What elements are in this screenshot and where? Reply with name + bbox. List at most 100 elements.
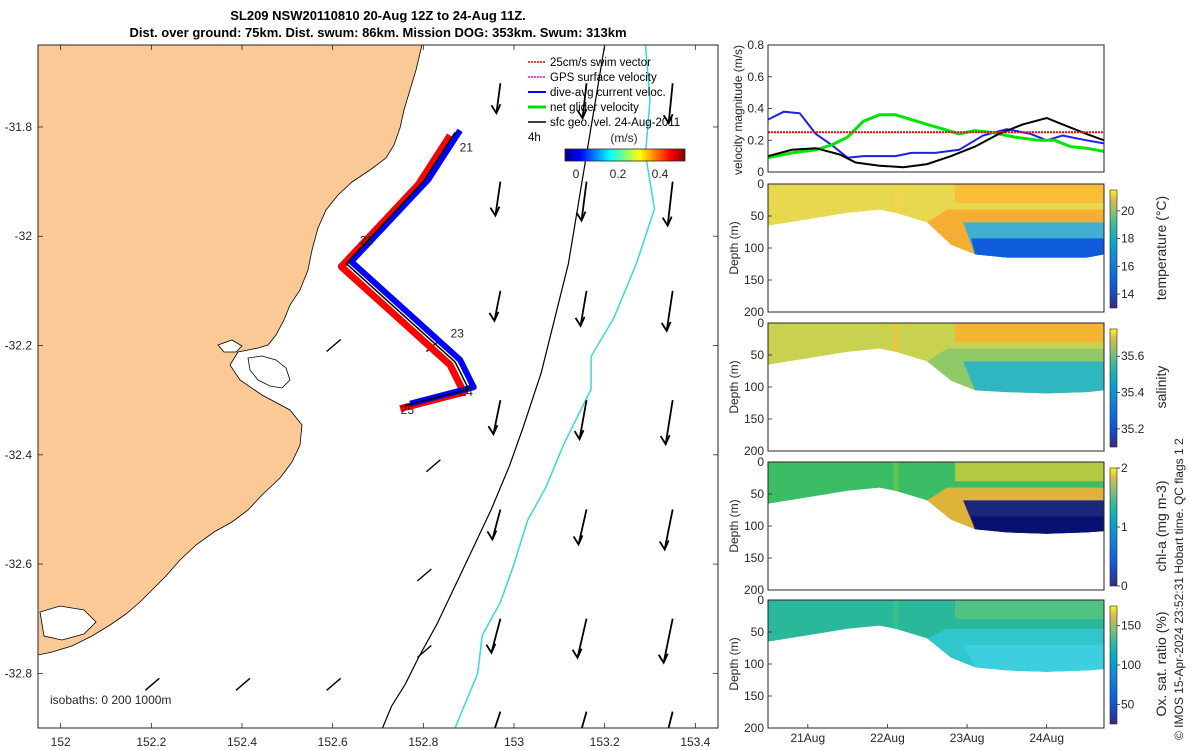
geo-vector xyxy=(578,400,588,440)
geo-vector-head xyxy=(657,653,669,665)
geo-vector-head xyxy=(658,743,667,750)
oxygen-ytick-label: 50 xyxy=(751,625,765,639)
chla-ytick-label: 200 xyxy=(744,583,764,597)
chla-ytick-label: 50 xyxy=(751,487,765,501)
map-panel: 21 22 23 24 25 152 152.2 152.4 152.6 152.8 153 153… xyxy=(5,44,719,750)
colorbar-tick-2: 0.4 xyxy=(652,167,669,181)
geo-vector-head xyxy=(661,216,673,228)
time-axis: 21Aug 22Aug 23Aug 24Aug xyxy=(790,724,1064,745)
oxygen-colorbar-tick-label: 150 xyxy=(1121,619,1141,633)
glider-track-line xyxy=(345,131,470,407)
salinity-colorbar xyxy=(1109,328,1118,448)
geo-vector-small xyxy=(144,677,160,691)
geo-vector-head xyxy=(487,424,499,437)
velocity-ytick-label: 0.6 xyxy=(747,70,764,84)
geo-vector-head xyxy=(485,733,494,742)
map-xtick-label: 153.2 xyxy=(590,735,620,749)
chla-section-panel: 0 50 100 150 200 Depth (m) 0 1 2 chl-a (mg m-3) xyxy=(727,455,1169,597)
legend-label-geo: sfc geo. vel. 24-Aug-2011 xyxy=(550,117,680,129)
temperature-colorbar-tick-label: 18 xyxy=(1121,232,1135,246)
oxygen-profile-streak xyxy=(893,600,899,629)
temperature-colorbar-label: temperature (°C) xyxy=(1153,196,1169,300)
temperature-colorbar-tick-label: 14 xyxy=(1121,287,1135,301)
velocity-ytick-label: 0.8 xyxy=(747,38,764,52)
geo-vector xyxy=(577,509,588,545)
geo-vector-head xyxy=(662,113,674,126)
geo-vector xyxy=(581,83,588,119)
geo-vector-head xyxy=(486,530,498,542)
map-ytick-label: -32.2 xyxy=(5,339,33,353)
geo-vector-head xyxy=(658,540,670,552)
map-xtick-label: 153.4 xyxy=(680,735,710,749)
colorbar-tick-0: 0 xyxy=(573,167,580,181)
oxygen-ytick-label: 0 xyxy=(757,593,764,607)
map-ytick-label: -31.8 xyxy=(5,120,33,134)
map-xtick-label: 152.4 xyxy=(227,735,257,749)
time-tick-label: 23Aug xyxy=(950,731,985,745)
oxygen-deep-layer xyxy=(963,644,1104,672)
legend-label-dive-avg: dive-avg current veloc. xyxy=(550,87,666,99)
legend-label-gps: GPS surface velocity xyxy=(550,72,657,84)
salinity-ytick-label: 100 xyxy=(744,380,764,394)
track-day-label: 21 xyxy=(460,141,474,155)
salinity-data xyxy=(768,323,1104,394)
oxygen-surface-band xyxy=(955,600,1104,620)
salinity-ytick-label: 150 xyxy=(744,412,764,426)
geo-vector xyxy=(576,618,588,658)
track-day-label: 22 xyxy=(360,233,374,247)
velocity-ytick-label: 0 xyxy=(757,165,764,179)
salinity-profile-streak xyxy=(893,323,899,352)
temperature-ytick-label: 200 xyxy=(744,305,764,319)
track-day-label: 25 xyxy=(401,403,415,417)
geo-vector xyxy=(493,290,502,322)
isobaths-note: isobaths: 0 200 1000m xyxy=(50,693,171,707)
velocity-series xyxy=(768,110,1104,169)
legend-label-swim: 25cm/s swim vector xyxy=(550,57,651,69)
geo-vector xyxy=(666,181,674,226)
chla-colorbar-tick-label: 0 xyxy=(1121,579,1128,593)
geo-vector-head xyxy=(575,211,587,223)
coastline-lake xyxy=(39,605,97,641)
title-line-2: Dist. over ground: 75km. Dist. swum: 86k… xyxy=(129,25,626,40)
geo-vector xyxy=(662,618,674,663)
salinity-colorbar-tick-label: 35.6 xyxy=(1121,349,1145,363)
salinity-section-panel: 0 50 100 150 200 Depth (m) 35.2 35.4 35.6 salinit… xyxy=(727,316,1169,458)
temperature-ytick-label: 50 xyxy=(751,209,765,223)
map-xtick-label: 153 xyxy=(504,735,524,749)
geo-vector xyxy=(492,399,502,435)
map-xtick-label: 152.6 xyxy=(318,735,348,749)
temperature-section-panel: 0 50 100 150 200 Depth (m) 14 16 18 20 temperature… xyxy=(727,177,1169,319)
chla-colorbar-tick-label: 1 xyxy=(1121,520,1128,534)
temperature-ytick-label: 0 xyxy=(757,177,764,191)
salinity-ytick-label: 50 xyxy=(751,348,765,362)
chla-ytick-label: 100 xyxy=(744,519,764,533)
time-tick-label: 21Aug xyxy=(790,731,825,745)
map-frame xyxy=(37,44,719,729)
geo-vector xyxy=(667,83,674,124)
map-ytick-label: -32.4 xyxy=(5,448,33,462)
velocity-ytick-label: 0.2 xyxy=(747,133,764,147)
salinity-surface-band xyxy=(955,323,1104,343)
map-colorbar xyxy=(564,148,686,162)
map-ytick-label: -32.6 xyxy=(5,557,33,571)
chla-profile-streak xyxy=(893,462,899,491)
geo-vector xyxy=(493,711,502,728)
temperature-ytick-label: 150 xyxy=(744,273,764,287)
velocity-panel: 0 0.2 0.4 0.6 0.8 velocity magnitude (m/s) xyxy=(731,38,1105,179)
geo-vector-head xyxy=(659,434,671,447)
oxygen-colorbar-label: Ox. sat. ratio (%) xyxy=(1153,611,1169,716)
geo-vector-head xyxy=(572,535,584,547)
salinity-deep-layer xyxy=(963,361,1104,394)
geo-vector-small xyxy=(416,568,432,582)
day-labels: 21 22 23 24 25 xyxy=(360,141,473,417)
velocity-series-line xyxy=(768,113,1104,160)
chla-colorbar-label: chl-a (mg m-3) xyxy=(1153,480,1169,571)
temperature-ytick-label: 100 xyxy=(744,241,764,255)
geo-vector-small xyxy=(425,459,441,473)
geo-vector xyxy=(664,400,674,445)
map-xtick-label: 152.2 xyxy=(136,735,166,749)
temperature-ylabel: Depth (m) xyxy=(727,221,741,274)
oxygen-data xyxy=(768,600,1104,672)
map-y-ticks: -31.8 -32 -32.2 -32.4 -32.6 -32.8 xyxy=(5,120,718,680)
geo-vector-head xyxy=(573,429,585,442)
